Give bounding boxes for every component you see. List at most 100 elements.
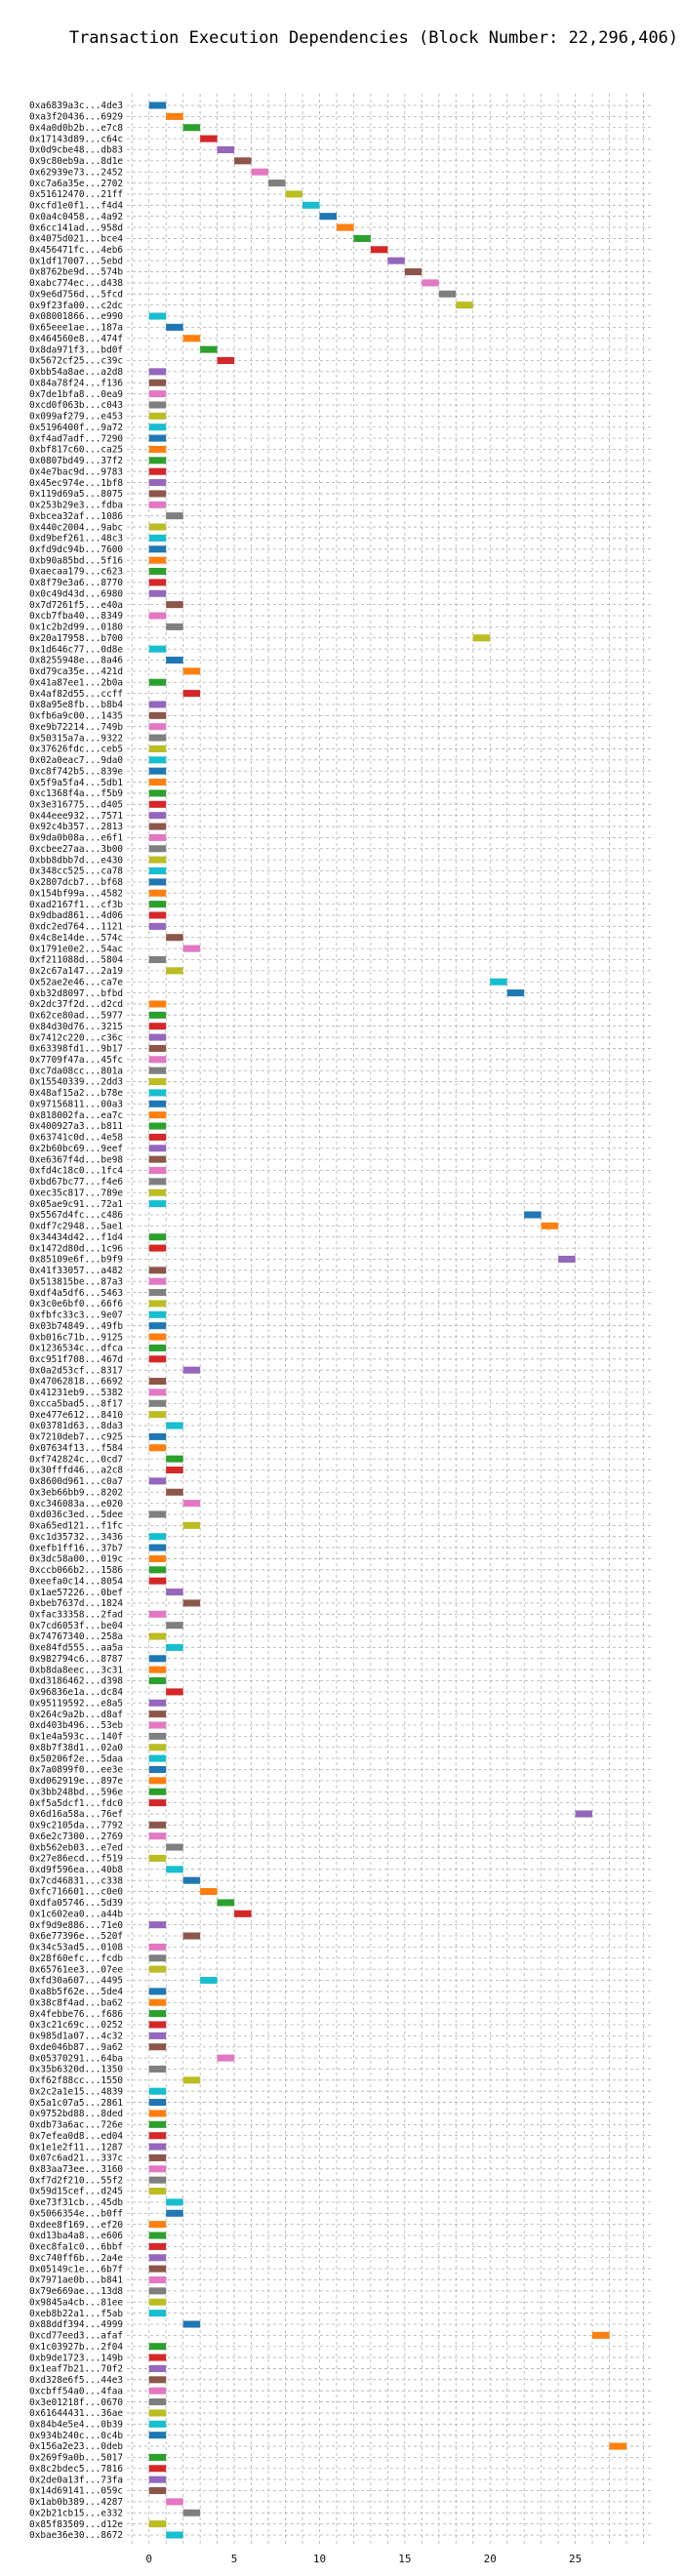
- y-tick-label: 0xf211088d...5804: [29, 955, 123, 966]
- transaction-bar: [182, 1521, 201, 1529]
- transaction-bar: [148, 2110, 167, 2117]
- transaction-bar: [336, 223, 354, 231]
- y-tick-label: 0x2807dcb7...bf68: [29, 877, 123, 888]
- y-tick-label: 0x5066354e...b0ff: [29, 2208, 123, 2219]
- transaction-bar: [148, 2465, 167, 2473]
- y-tick-label: 0x27e86ecd...f519: [29, 1854, 123, 1865]
- y-tick-label: 0x34c53ad5...0108: [29, 1943, 123, 1953]
- y-tick-label: 0xd403b496...53eb: [29, 1720, 123, 1731]
- y-tick-label: 0x05149c1e...6b7f: [29, 2264, 123, 2274]
- transaction-bar: [166, 112, 183, 120]
- transaction-bar: [148, 2254, 167, 2262]
- transaction-bar: [148, 1632, 167, 1640]
- transaction-bar: [148, 479, 167, 487]
- transaction-bar: [182, 1932, 201, 1940]
- y-tick-label: 0x8a95e8fb...b8b4: [29, 700, 123, 710]
- y-tick-label: 0xc951f708...467d: [29, 1354, 123, 1365]
- transaction-bar: [353, 234, 371, 242]
- y-tick-label: 0xfac33358...2fad: [29, 1610, 123, 1621]
- transaction-bar: [541, 1222, 559, 1229]
- transaction-bar: [148, 1178, 167, 1186]
- transaction-bar: [148, 1344, 167, 1351]
- transaction-bar: [251, 168, 269, 176]
- bars-group: [148, 101, 627, 2539]
- y-tick-label: 0x5672cf25...c39c: [29, 356, 123, 367]
- y-tick-label: 0xd3186462...d398: [29, 1676, 123, 1687]
- y-tick-label: 0x7971ae0b...b841: [29, 2275, 123, 2286]
- y-tick-label: 0x440c2004...9abc: [29, 522, 123, 533]
- y-tick-label: 0x38c8f4ad...ba62: [29, 1997, 123, 2008]
- transaction-bar: [148, 1044, 167, 1052]
- y-tick-label: 0xaecaa179...c623: [29, 567, 123, 578]
- grid-lines: [127, 94, 654, 2547]
- transaction-bar: [148, 556, 167, 564]
- transaction-bar: [148, 800, 167, 808]
- x-tick-label: 15: [398, 2553, 411, 2565]
- y-tick-label: 0x35b6320d...1350: [29, 2065, 123, 2075]
- transaction-bar: [148, 2275, 167, 2284]
- transaction-bar: [148, 1122, 167, 1130]
- transaction-bar: [404, 268, 422, 276]
- y-tick-label: 0x5567d4fc...c486: [29, 1210, 123, 1221]
- transaction-bar: [148, 2032, 167, 2039]
- transaction-bar: [148, 2364, 167, 2372]
- y-tick-label: 0x63398fd1...9b17: [29, 1044, 123, 1055]
- y-tick-label: 0x119d69a5...8075: [29, 489, 123, 500]
- transaction-bar: [200, 135, 218, 142]
- y-tick-label: 0x48af15a2...b78e: [29, 1088, 123, 1099]
- transaction-bar: [148, 1355, 167, 1363]
- transaction-bar: [148, 1777, 167, 1785]
- y-tick-label: 0x47062818...6692: [29, 1377, 123, 1388]
- transaction-bar: [148, 756, 167, 764]
- transaction-bar: [148, 2343, 167, 2351]
- y-tick-label: 0xf5a5dcf1...fdc0: [29, 1798, 123, 1809]
- transaction-bar: [148, 1033, 167, 1041]
- transaction-bar: [609, 2442, 627, 2450]
- transaction-bar: [148, 2242, 167, 2250]
- y-tick-label: 0xd328e6f5...44e3: [29, 2375, 123, 2386]
- transaction-bar: [148, 2432, 167, 2439]
- transaction-bar: [182, 2320, 201, 2328]
- y-tick-label: 0xfb6a9c00...1435: [29, 711, 123, 722]
- y-tick-label: 0x3e01218f...0670: [29, 2397, 123, 2408]
- y-tick-label: 0x95119592...e8a5: [29, 1698, 123, 1709]
- transaction-bar: [148, 534, 167, 542]
- transaction-bar: [166, 1589, 183, 1596]
- transaction-bar: [148, 901, 167, 908]
- transaction-bar: [166, 934, 183, 942]
- y-tick-label: 0x03781d63...8da3: [29, 1421, 123, 1431]
- transaction-bar: [148, 1111, 167, 1119]
- y-tick-label: 0xabc774ec...d438: [29, 278, 123, 289]
- transaction-bar: [148, 1000, 167, 1008]
- y-tick-label: 0x1df17007...5ebd: [29, 256, 123, 266]
- y-tick-label: 0x0a2d53cf...8317: [29, 1365, 123, 1376]
- y-tick-label: 0x6e2c7300...2769: [29, 1831, 123, 1842]
- y-tick-label: 0x05ae9c91...72a1: [29, 1199, 123, 1210]
- transaction-bar: [148, 401, 167, 409]
- y-tick-label: 0x156a2e23...0deb: [29, 2441, 123, 2452]
- x-tick-label: 25: [569, 2553, 582, 2565]
- transaction-bar: [148, 1533, 167, 1541]
- y-tick-label: 0xf742824c...0cd7: [29, 1454, 123, 1465]
- transaction-bar: [148, 866, 167, 875]
- transaction-bar: [148, 2310, 167, 2317]
- transaction-bar: [166, 656, 183, 664]
- transaction-bar: [575, 1810, 593, 1818]
- transaction-bar: [148, 1544, 167, 1551]
- transaction-bar: [148, 1711, 167, 1718]
- y-tick-label: 0xdf7c2948...5ae1: [29, 1222, 123, 1232]
- y-tick-label: 0x2dc37f2d...d2cd: [29, 999, 123, 1010]
- transaction-bar: [148, 1754, 167, 1762]
- y-tick-label: 0xe6367f4d...be98: [29, 1154, 123, 1165]
- y-tick-label: 0x85109e6f...b9f9: [29, 1255, 123, 1266]
- y-tick-label: 0x88ddf394...4999: [29, 2319, 123, 2330]
- transaction-bar: [148, 2188, 167, 2195]
- transaction-bar: [148, 1854, 167, 1862]
- transaction-bar: [148, 1699, 167, 1707]
- transaction-bar: [182, 945, 201, 952]
- y-tick-label: 0xc7a6a35e...2702: [29, 179, 123, 189]
- y-tick-label: 0xd9f596ea...40b8: [29, 1865, 123, 1875]
- y-tick-label: 0xdfa05746...5d39: [29, 1898, 123, 1909]
- y-tick-label: 0xbcea32af...1086: [29, 511, 123, 522]
- y-tick-label: 0xb8da8eec...3c31: [29, 1665, 123, 1675]
